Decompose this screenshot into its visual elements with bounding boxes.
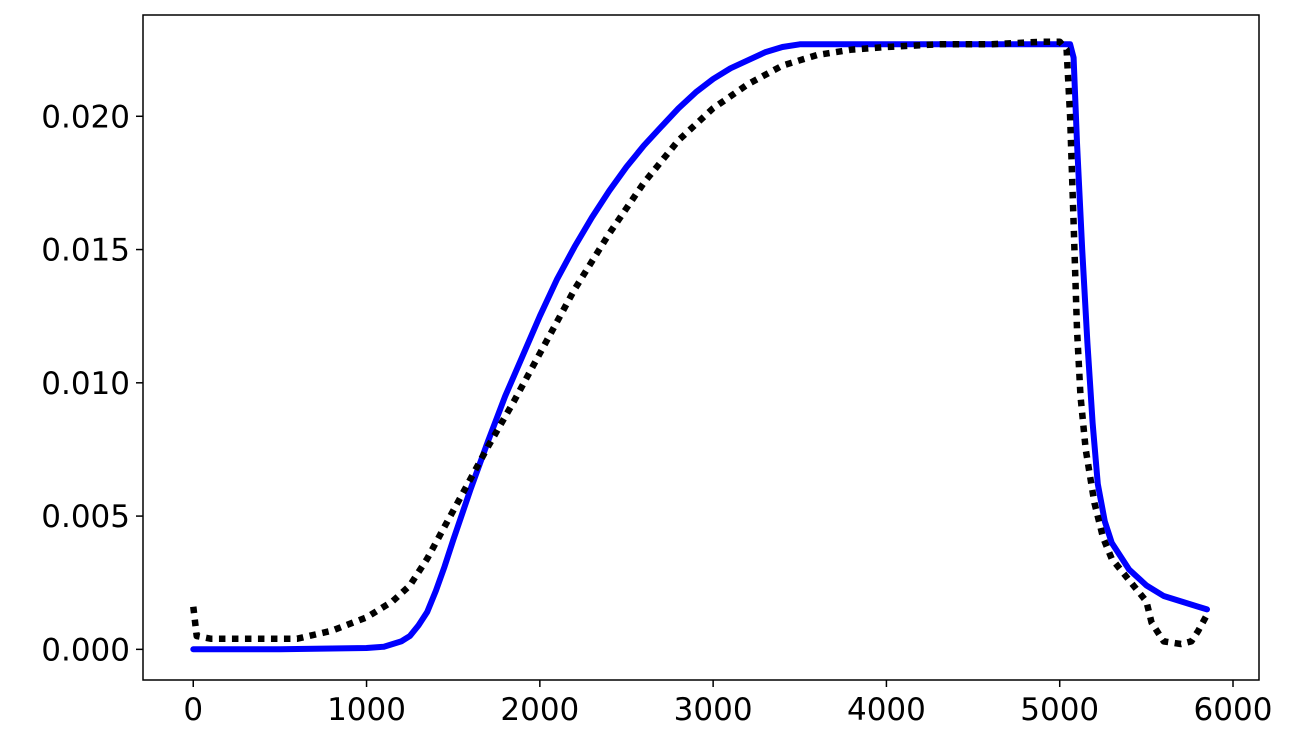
y-tick-label: 0.010 xyxy=(41,366,130,402)
x-tick-label: 5000 xyxy=(1020,692,1099,728)
series-layer xyxy=(190,38,1210,653)
y-axis: 0.000 0.005 0.010 0.015 0.020 xyxy=(41,99,143,668)
y-tick-label: 0.015 xyxy=(41,233,130,269)
series-line-1 xyxy=(190,38,1210,648)
x-tick-label: 1000 xyxy=(327,692,406,728)
x-tick-label: 6000 xyxy=(1194,692,1273,728)
plot-area-frame xyxy=(142,14,1260,681)
series-line-0 xyxy=(190,41,1210,653)
x-tick-label: 2000 xyxy=(500,692,579,728)
y-tick-label: 0.000 xyxy=(41,632,130,668)
x-tick-label: 3000 xyxy=(674,692,753,728)
y-tick-label: 0.005 xyxy=(41,499,130,535)
x-tick-label: 0 xyxy=(183,692,203,728)
y-tick-label: 0.020 xyxy=(41,99,130,135)
x-axis: 0 1000 2000 3000 4000 5000 6000 xyxy=(183,680,1272,728)
x-tick-label: 4000 xyxy=(847,692,926,728)
